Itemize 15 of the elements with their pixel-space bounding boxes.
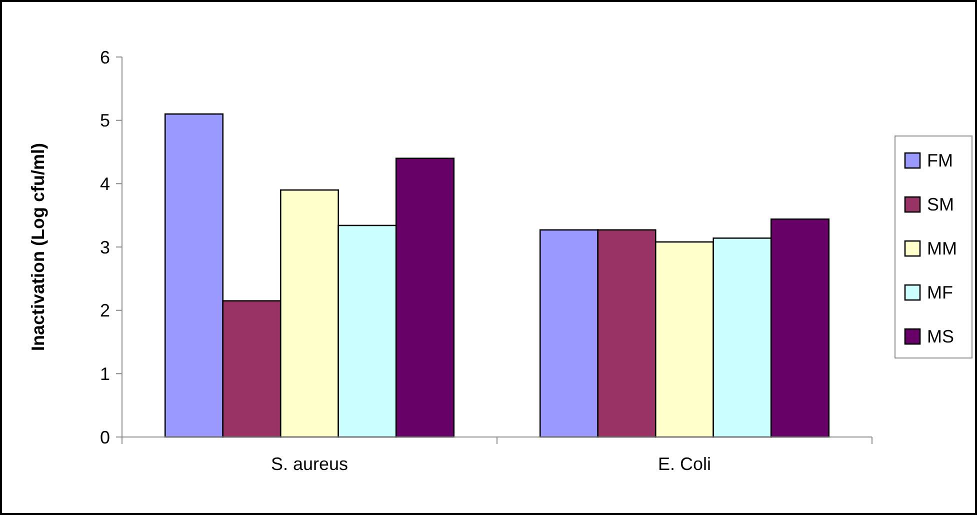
legend-label: MM bbox=[927, 238, 957, 258]
y-tick-label: 0 bbox=[100, 427, 110, 448]
y-tick-label: 2 bbox=[100, 300, 110, 321]
x-tick-label: S. aureus bbox=[270, 454, 348, 474]
legend-label: MF bbox=[927, 282, 953, 302]
y-tick-label: 5 bbox=[100, 110, 110, 131]
y-tick-label: 3 bbox=[100, 237, 110, 258]
y-tick-label: 6 bbox=[100, 47, 110, 68]
y-tick-label: 1 bbox=[100, 364, 110, 384]
x-tick-label: E. Coli bbox=[658, 454, 712, 474]
legend-label: MS bbox=[927, 326, 954, 346]
y-axis-title: Inactivation (Log cfu/ml) bbox=[28, 142, 48, 352]
y-tick-label: 4 bbox=[100, 174, 110, 194]
legend-label: SM bbox=[927, 194, 954, 214]
legend-label: FM bbox=[927, 150, 953, 170]
